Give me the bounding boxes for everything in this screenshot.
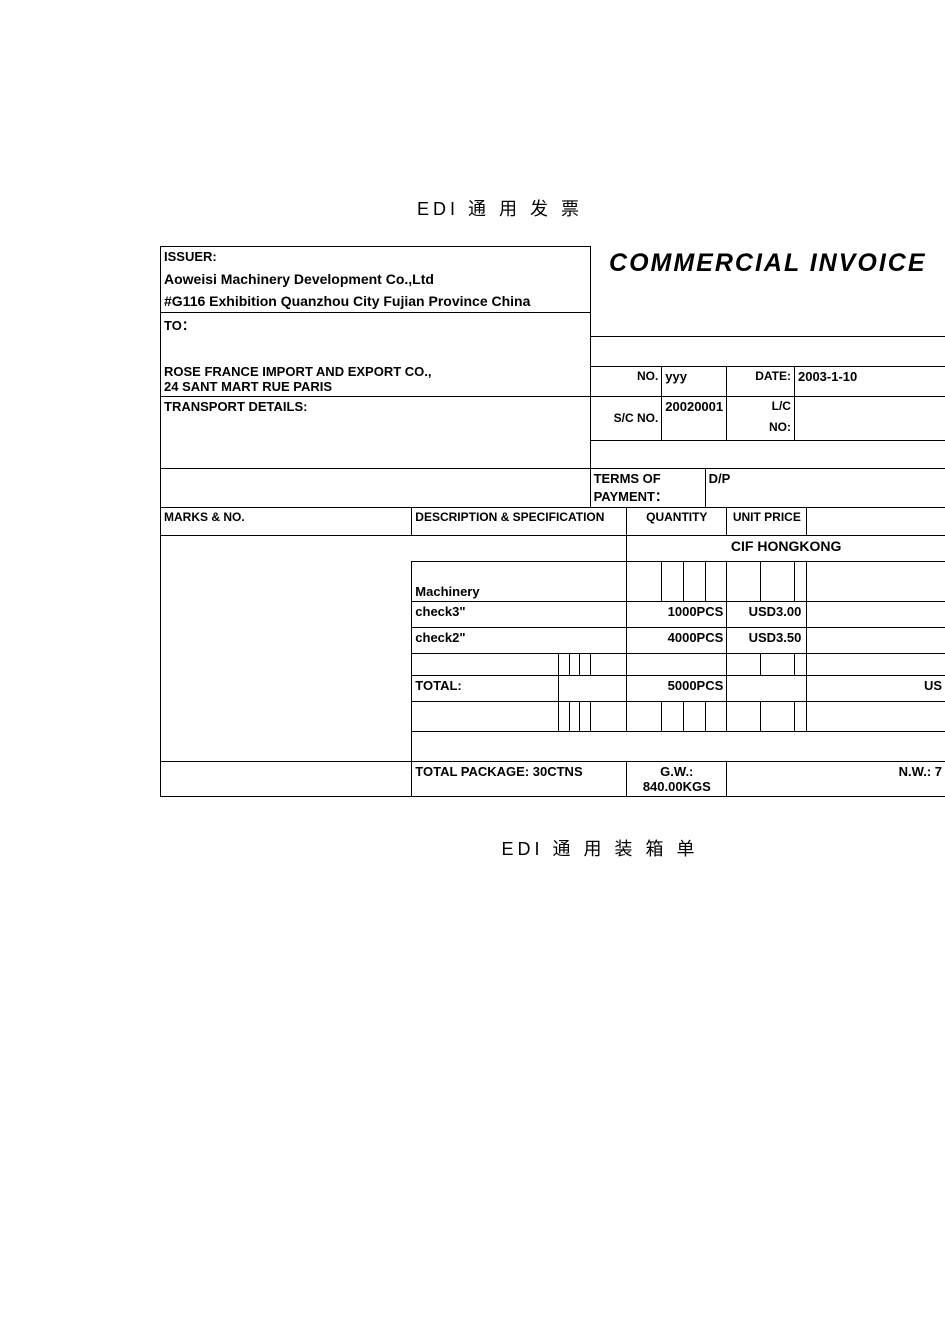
issuer-company: Aoweisi Machinery Development Co.,Ltd xyxy=(161,269,591,291)
issuer-label: ISSUER: xyxy=(161,247,591,269)
lc-value xyxy=(794,396,945,440)
sc-label: S/C NO. xyxy=(590,396,662,440)
ec12 xyxy=(794,701,806,731)
col-unit-price: UNIT PRICE xyxy=(727,507,807,535)
no-value: yyy xyxy=(662,366,727,396)
to-address: 24 SANT MART RUE PARIS xyxy=(164,379,587,394)
cif-label: CIF HONGKONG xyxy=(627,535,945,561)
ec10 xyxy=(727,701,761,731)
col-marks: MARKS & NO. xyxy=(161,507,412,535)
tc7 xyxy=(794,561,806,601)
total-sp xyxy=(559,675,627,701)
ec11 xyxy=(761,701,795,731)
sc7 xyxy=(727,653,761,675)
category-cell: Machinery xyxy=(412,561,627,601)
col-description: DESCRIPTION & SPECIFICATION xyxy=(412,507,627,535)
commercial-invoice-heading: COMMERCIAL INVOICE xyxy=(609,249,927,277)
footer-marks xyxy=(161,761,412,796)
sc1 xyxy=(412,653,559,675)
wide-empty xyxy=(412,731,945,761)
marks-r2 xyxy=(161,627,412,653)
total-qty: 5000PCS xyxy=(627,675,727,701)
marks-e1 xyxy=(161,701,412,731)
tc4 xyxy=(705,561,727,601)
sc5 xyxy=(590,653,627,675)
sc2 xyxy=(559,653,569,675)
no-label: NO. xyxy=(590,366,662,396)
ec2 xyxy=(559,701,569,731)
packing-title-cn: EDI 通 用 装 箱 单 xyxy=(160,835,840,861)
empty-left xyxy=(161,535,627,561)
tc8 xyxy=(807,561,945,601)
to-label: TO： xyxy=(161,313,591,337)
sc6 xyxy=(627,653,727,675)
lc-label-1: L/C xyxy=(727,396,795,418)
item-qty-1: 1000PCS xyxy=(627,601,727,627)
total-amount: US xyxy=(807,675,945,701)
footer-gw: G.W.: 840.00KGS xyxy=(627,761,727,796)
date-label: DATE: xyxy=(727,366,795,396)
ec4 xyxy=(580,701,590,731)
marks-r3 xyxy=(161,653,412,675)
item-price-1: USD3.00 xyxy=(727,601,807,627)
marks-empty xyxy=(161,561,412,601)
ec5 xyxy=(590,701,627,731)
tc1 xyxy=(627,561,662,601)
item-amt-2 xyxy=(807,627,945,653)
sc10 xyxy=(807,653,945,675)
invoice-table: ISSUER: COMMERCIAL INVOICE Aoweisi Machi… xyxy=(160,246,945,797)
marks-e2 xyxy=(161,731,412,761)
invoice-page: EDI 通 用 发 票 ISSUER: COMMERCIAL INVOICE A… xyxy=(0,0,945,861)
item-qty-2: 4000PCS xyxy=(627,627,727,653)
col-quantity: QUANTITY xyxy=(627,507,727,535)
tc3 xyxy=(683,561,705,601)
sc3 xyxy=(569,653,579,675)
tc5 xyxy=(727,561,761,601)
lc-label-2: NO: xyxy=(727,418,795,440)
ec13 xyxy=(807,701,945,731)
item-price-2: USD3.50 xyxy=(727,627,807,653)
ec3 xyxy=(569,701,579,731)
total-label: TOTAL: xyxy=(412,675,559,701)
terms-value: D/P xyxy=(705,468,945,507)
issuer-address: #G116 Exhibition Quanzhou City Fujian Pr… xyxy=(161,291,591,313)
marks-r1 xyxy=(161,601,412,627)
footer-nw: N.W.: 7 xyxy=(727,761,945,796)
spacer-cell-2 xyxy=(590,440,945,468)
item-desc-2: check2" xyxy=(412,627,627,653)
sc9 xyxy=(794,653,806,675)
sc-value: 20020001 xyxy=(662,396,727,440)
terms-label: TERMS OF PAYMENT： xyxy=(590,468,705,507)
sc4 xyxy=(580,653,590,675)
transport-label: TRANSPORT DETAILS: xyxy=(161,396,591,468)
ec1 xyxy=(412,701,559,731)
ec6 xyxy=(627,701,662,731)
item-desc-1: check3" xyxy=(412,601,627,627)
footer-package: TOTAL PACKAGE: 30CTNS xyxy=(412,761,627,796)
sc8 xyxy=(761,653,795,675)
ec8 xyxy=(683,701,705,731)
ec7 xyxy=(662,701,684,731)
item-amt-1 xyxy=(807,601,945,627)
invoice-title-cn: EDI 通 用 发 票 xyxy=(160,195,840,221)
col-amount xyxy=(807,507,945,535)
date-value: 2003-1-10 xyxy=(794,366,945,396)
spacer-cell xyxy=(590,336,945,366)
ec9 xyxy=(705,701,727,731)
to-company: ROSE FRANCE IMPORT AND EXPORT CO., xyxy=(164,364,587,379)
tc2 xyxy=(662,561,684,601)
total-price-empty xyxy=(727,675,807,701)
tc6 xyxy=(761,561,795,601)
empty-transport-body xyxy=(161,468,591,507)
marks-total xyxy=(161,675,412,701)
